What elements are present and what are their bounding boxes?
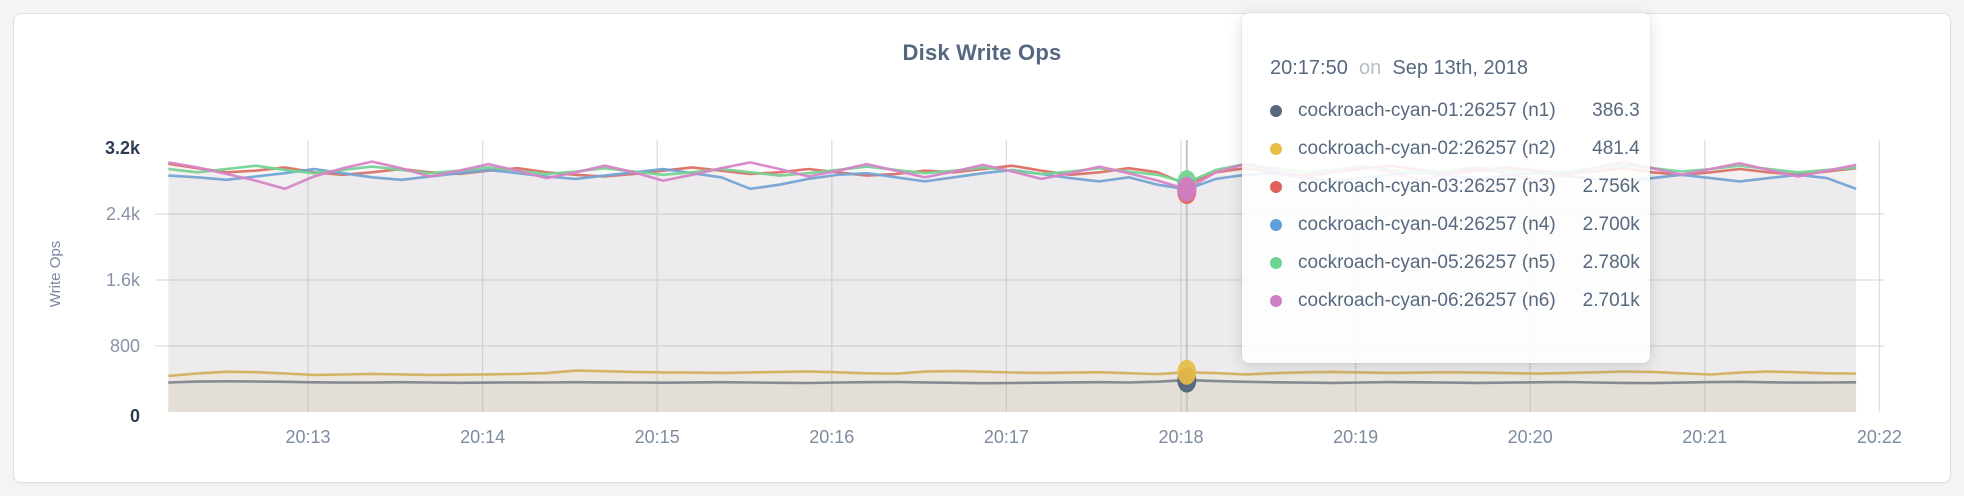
series-line-n1: [168, 378, 1857, 385]
x-axis-tick: 20:22: [1856, 427, 1902, 447]
series-color-dot: [1270, 257, 1282, 269]
series-value: 481.4: [1592, 138, 1640, 159]
x-axis-tick: 20:15: [634, 427, 680, 447]
series-label: cockroach-cyan-05:26257 (n5): [1298, 252, 1556, 273]
chart-tooltip: 20:17:50 on Sep 13th, 2018 cockroach-cya…: [1242, 13, 1650, 363]
x-axis-tick: 20:16: [809, 427, 855, 447]
tooltip-series-row: cockroach-cyan-06:26257 (n6) 2.701k: [1270, 282, 1640, 320]
x-axis-tick: 20:17: [983, 427, 1029, 447]
series-line-n2: [168, 369, 1857, 378]
x-axis-tick: 20:18: [1158, 427, 1204, 447]
hover-dot-n2: [1177, 359, 1197, 385]
series-area-n2: [168, 370, 1857, 412]
x-axis-tick: 20:20: [1507, 427, 1553, 447]
hover-dot-n6: [1177, 176, 1197, 202]
x-axis-tick: 20:19: [1333, 427, 1379, 447]
tooltip-header: 20:17:50 on Sep 13th, 2018: [1270, 57, 1610, 80]
series-color-dot: [1270, 295, 1282, 307]
tooltip-series-row: cockroach-cyan-05:26257 (n5) 2.780k: [1270, 244, 1640, 282]
x-axis-tick: 20:21: [1682, 427, 1728, 447]
tooltip-date-text: Sep 13th, 2018: [1392, 57, 1529, 79]
y-axis-tick: 2.4k: [105, 204, 140, 224]
series-label: cockroach-cyan-03:26257 (n3): [1298, 176, 1556, 197]
series-value: 2.700k: [1582, 214, 1640, 235]
series-value: 2.756k: [1582, 176, 1640, 197]
series-value: 2.701k: [1582, 290, 1640, 311]
tooltip-series-row: cockroach-cyan-04:26257 (n4) 2.700k: [1270, 206, 1640, 244]
y-axis-tick: 1.6k: [105, 270, 140, 290]
series-color-dot: [1270, 143, 1282, 155]
series-color-dot: [1270, 219, 1282, 231]
tooltip-series-row: cockroach-cyan-02:26257 (n2) 481.4: [1270, 130, 1640, 168]
x-axis-tick: 20:14: [460, 427, 506, 447]
y-axis-tick: 0: [129, 406, 140, 426]
tooltip-on-word: on: [1358, 57, 1382, 79]
series-value: 2.780k: [1582, 252, 1640, 273]
series-value: 386.3: [1592, 100, 1640, 121]
series-label: cockroach-cyan-02:26257 (n2): [1298, 138, 1556, 159]
series-label: cockroach-cyan-06:26257 (n6): [1298, 290, 1556, 311]
series-area-n1: [168, 380, 1857, 412]
y-axis-tick: 800: [109, 336, 140, 356]
series-label: cockroach-cyan-04:26257 (n4): [1298, 214, 1556, 235]
tooltip-rows: cockroach-cyan-01:26257 (n1) 386.3 cockroa…: [1270, 92, 1640, 320]
series-color-dot: [1270, 105, 1282, 117]
series-label: cockroach-cyan-01:26257 (n1): [1298, 100, 1556, 121]
tooltip-series-row: cockroach-cyan-03:26257 (n3) 2.756k: [1270, 168, 1640, 206]
chart-title: Disk Write Ops: [902, 40, 1062, 65]
y-axis-tick: 3.2k: [104, 138, 140, 158]
series-color-dot: [1270, 181, 1282, 193]
tooltip-time: 20:17:50: [1270, 57, 1348, 79]
tooltip-series-row: cockroach-cyan-01:26257 (n1) 386.3: [1270, 92, 1640, 130]
x-axis-tick: 20:13: [285, 427, 331, 447]
